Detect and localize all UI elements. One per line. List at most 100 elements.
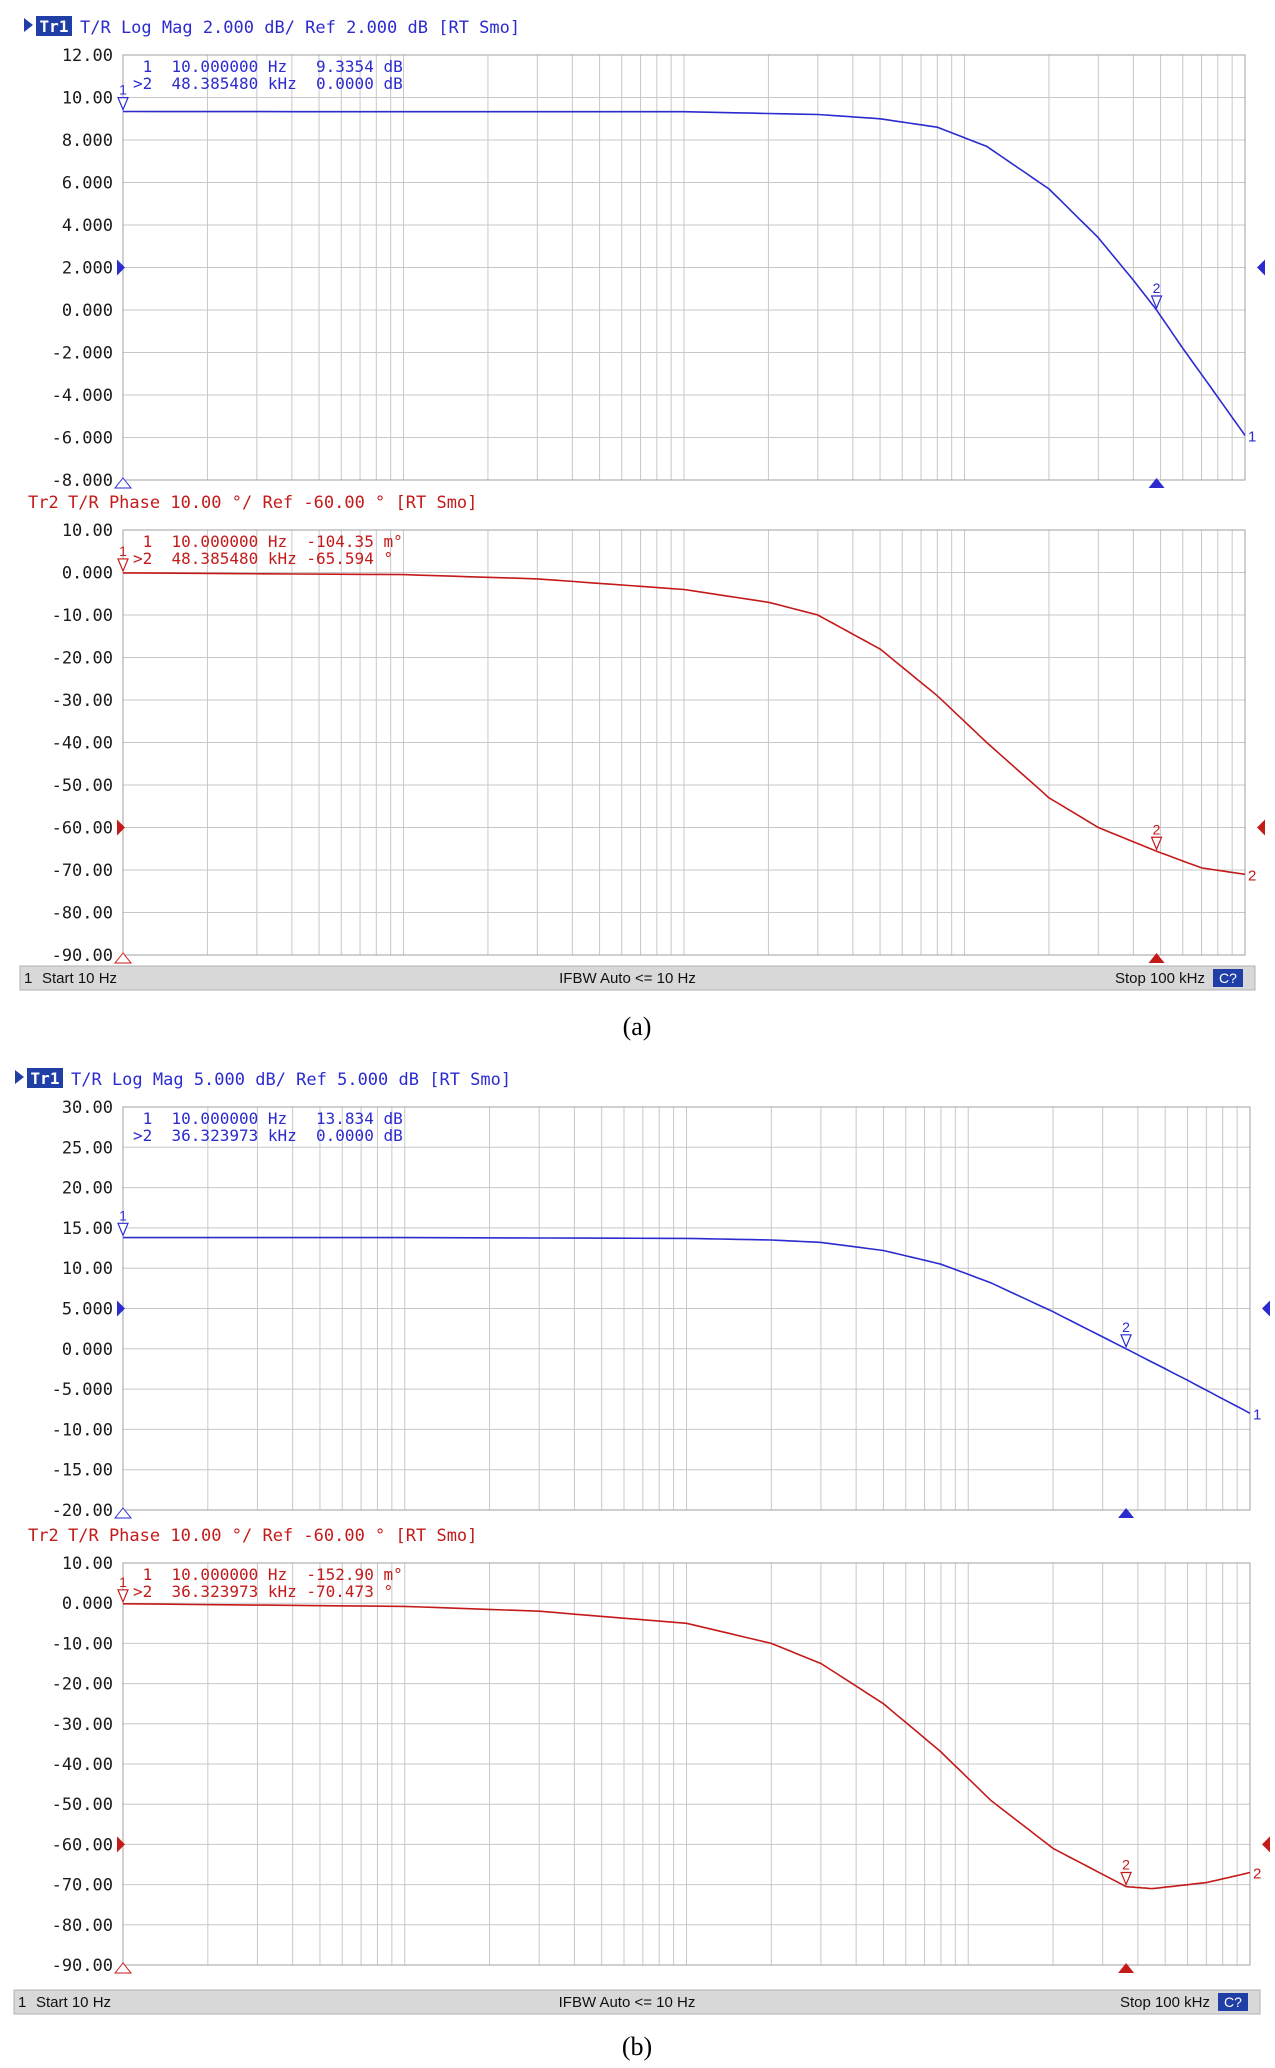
y-tick-label: -80.00	[52, 1916, 113, 1936]
y-tick-label: -10.00	[52, 606, 113, 626]
ref-level-left-icon	[117, 1836, 125, 1853]
marker-readout-row: 1 10.000000 Hz 9.3354 dB	[133, 57, 403, 76]
y-tick-label: -50.00	[52, 1795, 113, 1815]
y-tick-label: -60.00	[52, 819, 113, 839]
y-tick-label: -90.00	[52, 1956, 113, 1976]
channel-number: 1	[24, 970, 32, 987]
start-marker-stimulus-icon	[113, 952, 133, 964]
trace-title: T/R Phase 10.00 °/ Ref -60.00 ° [RT Smo]	[68, 1526, 477, 1546]
y-tick-label: 0.000	[62, 301, 113, 321]
marker-2-icon	[1150, 295, 1163, 310]
start-frequency: Start 10 Hz	[36, 1994, 111, 2011]
y-tick-label: -5.000	[52, 1380, 113, 1400]
trace-line	[122, 572, 1246, 876]
chart-b-tr1: 30.00 25.00 20.00 15.00 10.00 5.000 0.000 -5.00…	[15, 1068, 1270, 1521]
marker-number: 1	[119, 1574, 127, 1590]
ref-level-right-icon	[1262, 1836, 1270, 1853]
calibration-badge: C?	[1224, 1994, 1242, 2010]
y-tick-label: 4.000	[62, 216, 113, 236]
y-tick-label: -60.00	[52, 1835, 113, 1855]
y-tick-label: 6.000	[62, 174, 113, 194]
status-bar: 1 Start 10 Hz IFBW Auto <= 10 Hz Stop 100 k…	[19, 965, 1256, 991]
marker-number: 2	[1122, 1857, 1130, 1873]
plot-frame	[122, 1562, 1251, 1966]
start-marker-stimulus-icon	[113, 1507, 133, 1519]
y-tick-label: -10.00	[52, 1634, 113, 1654]
trace-end-label: 2	[1248, 867, 1256, 884]
plot-frame	[122, 529, 1246, 956]
trace-header: Tr2 T/R Phase 10.00 °/ Ref -60.00 ° [RT S…	[28, 1526, 477, 1546]
active-marker-stimulus-icon	[1118, 1508, 1135, 1518]
trace-line	[123, 1236, 1251, 1415]
y-tick-label: -8.000	[52, 471, 113, 491]
status-bar: 1 Start 10 Hz IFBW Auto <= 10 Hz Stop 100 k…	[13, 1989, 1261, 2015]
y-tick-label: -10.00	[52, 1420, 113, 1440]
active-marker-stimulus-icon	[1148, 478, 1165, 488]
chart-a-tr2: 10.00 0.000 -10.00 -20.00 -30.00 -40.00 -50.00…	[28, 493, 1265, 966]
stop-frequency: Stop 100 kHz	[1120, 1994, 1210, 2011]
y-tick-label: 12.00	[62, 46, 113, 66]
y-tick-label: -70.00	[52, 1876, 113, 1896]
trace-title: T/R Phase 10.00 °/ Ref -60.00 ° [RT Smo]	[68, 493, 477, 513]
marker-2-icon	[1120, 1334, 1132, 1349]
marker-number: 1	[119, 543, 127, 559]
y-tick-label: -6.000	[52, 429, 113, 449]
calibration-badge: C?	[1219, 970, 1237, 986]
y-tick-label: 20.00	[62, 1179, 113, 1199]
channel-number: 1	[18, 1994, 26, 2011]
y-tick-label: 10.00	[62, 521, 113, 541]
y-tick-label: 8.000	[62, 131, 113, 151]
y-tick-label: 2.000	[62, 259, 113, 279]
trace-header: Tr2 T/R Phase 10.00 °/ Ref -60.00 ° [RT S…	[28, 493, 477, 513]
trace-end-label: 1	[1248, 428, 1256, 445]
trace-id-badge	[36, 16, 72, 36]
marker-readout-row: >2 48.385480 kHz -65.594 °	[133, 549, 393, 568]
ref-level-left-icon	[117, 819, 125, 836]
ref-level-left-icon	[117, 1300, 125, 1317]
ref-level-right-icon	[1257, 259, 1265, 276]
trace-end-label: 1	[1253, 1406, 1261, 1423]
marker-readout-row: >2 48.385480 kHz 0.0000 dB	[133, 74, 403, 93]
start-frequency: Start 10 Hz	[42, 970, 117, 987]
trace-id: Tr1	[31, 1069, 60, 1088]
active-trace-icon	[15, 1070, 24, 1084]
trace-title: T/R Log Mag 2.000 dB/ Ref 2.000 dB [RT S…	[80, 18, 520, 38]
trace-id: Tr2	[28, 1526, 59, 1546]
trace-id: Tr1	[40, 17, 69, 36]
trace-line	[122, 1603, 1251, 1890]
ref-level-right-icon	[1262, 1300, 1270, 1317]
y-tick-label: 10.00	[62, 89, 113, 109]
active-marker-stimulus-icon	[1148, 953, 1165, 963]
trace-end-label: 2	[1253, 1866, 1261, 1883]
y-tick-label: -20.00	[52, 1501, 113, 1521]
ref-level-left-icon	[117, 259, 125, 276]
y-tick-label: 5.000	[62, 1300, 113, 1320]
active-trace-icon	[24, 18, 33, 32]
y-tick-label: 0.000	[62, 1594, 113, 1614]
trace-header: Tr1 T/R Log Mag 2.000 dB/ Ref 2.000 dB [R…	[24, 16, 520, 38]
marker-number: 2	[1153, 280, 1161, 296]
marker-readout-row: >2 36.323973 kHz 0.0000 dB	[133, 1126, 403, 1145]
y-tick-label: -30.00	[52, 691, 113, 711]
calibration-badge-bg	[1218, 1993, 1248, 2011]
y-tick-label: -50.00	[52, 776, 113, 796]
trace-id-badge	[27, 1068, 63, 1088]
marker-number: 1	[119, 1207, 127, 1223]
y-tick-label: -30.00	[52, 1715, 113, 1735]
marker-readout-row: >2 36.323973 kHz -70.473 °	[133, 1582, 393, 1601]
y-tick-label: -20.00	[52, 1675, 113, 1695]
chart-a-tr1: 12.00 10.00 8.000 6.000 4.000 2.000 0.000 -2.00…	[24, 16, 1265, 491]
ref-level-right-icon	[1257, 819, 1265, 836]
marker-readout-row: 1 10.000000 Hz -152.90 m°	[133, 1565, 403, 1584]
ifbw-setting: IFBW Auto <= 10 Hz	[559, 970, 696, 987]
chart-b-tr2: 10.00 0.000 -10.00 -20.00 -30.00 -40.00 -50.00…	[28, 1526, 1270, 1976]
active-marker-stimulus-icon	[1118, 1963, 1135, 1973]
calibration-badge-bg	[1213, 969, 1243, 987]
marker-number: 1	[119, 82, 127, 98]
y-tick-label: -2.000	[52, 344, 113, 364]
panel-caption: (b)	[622, 2032, 652, 2061]
y-tick-label: -40.00	[52, 1755, 113, 1775]
y-tick-label: 25.00	[62, 1138, 113, 1158]
panel-caption: (a)	[623, 1012, 652, 1041]
